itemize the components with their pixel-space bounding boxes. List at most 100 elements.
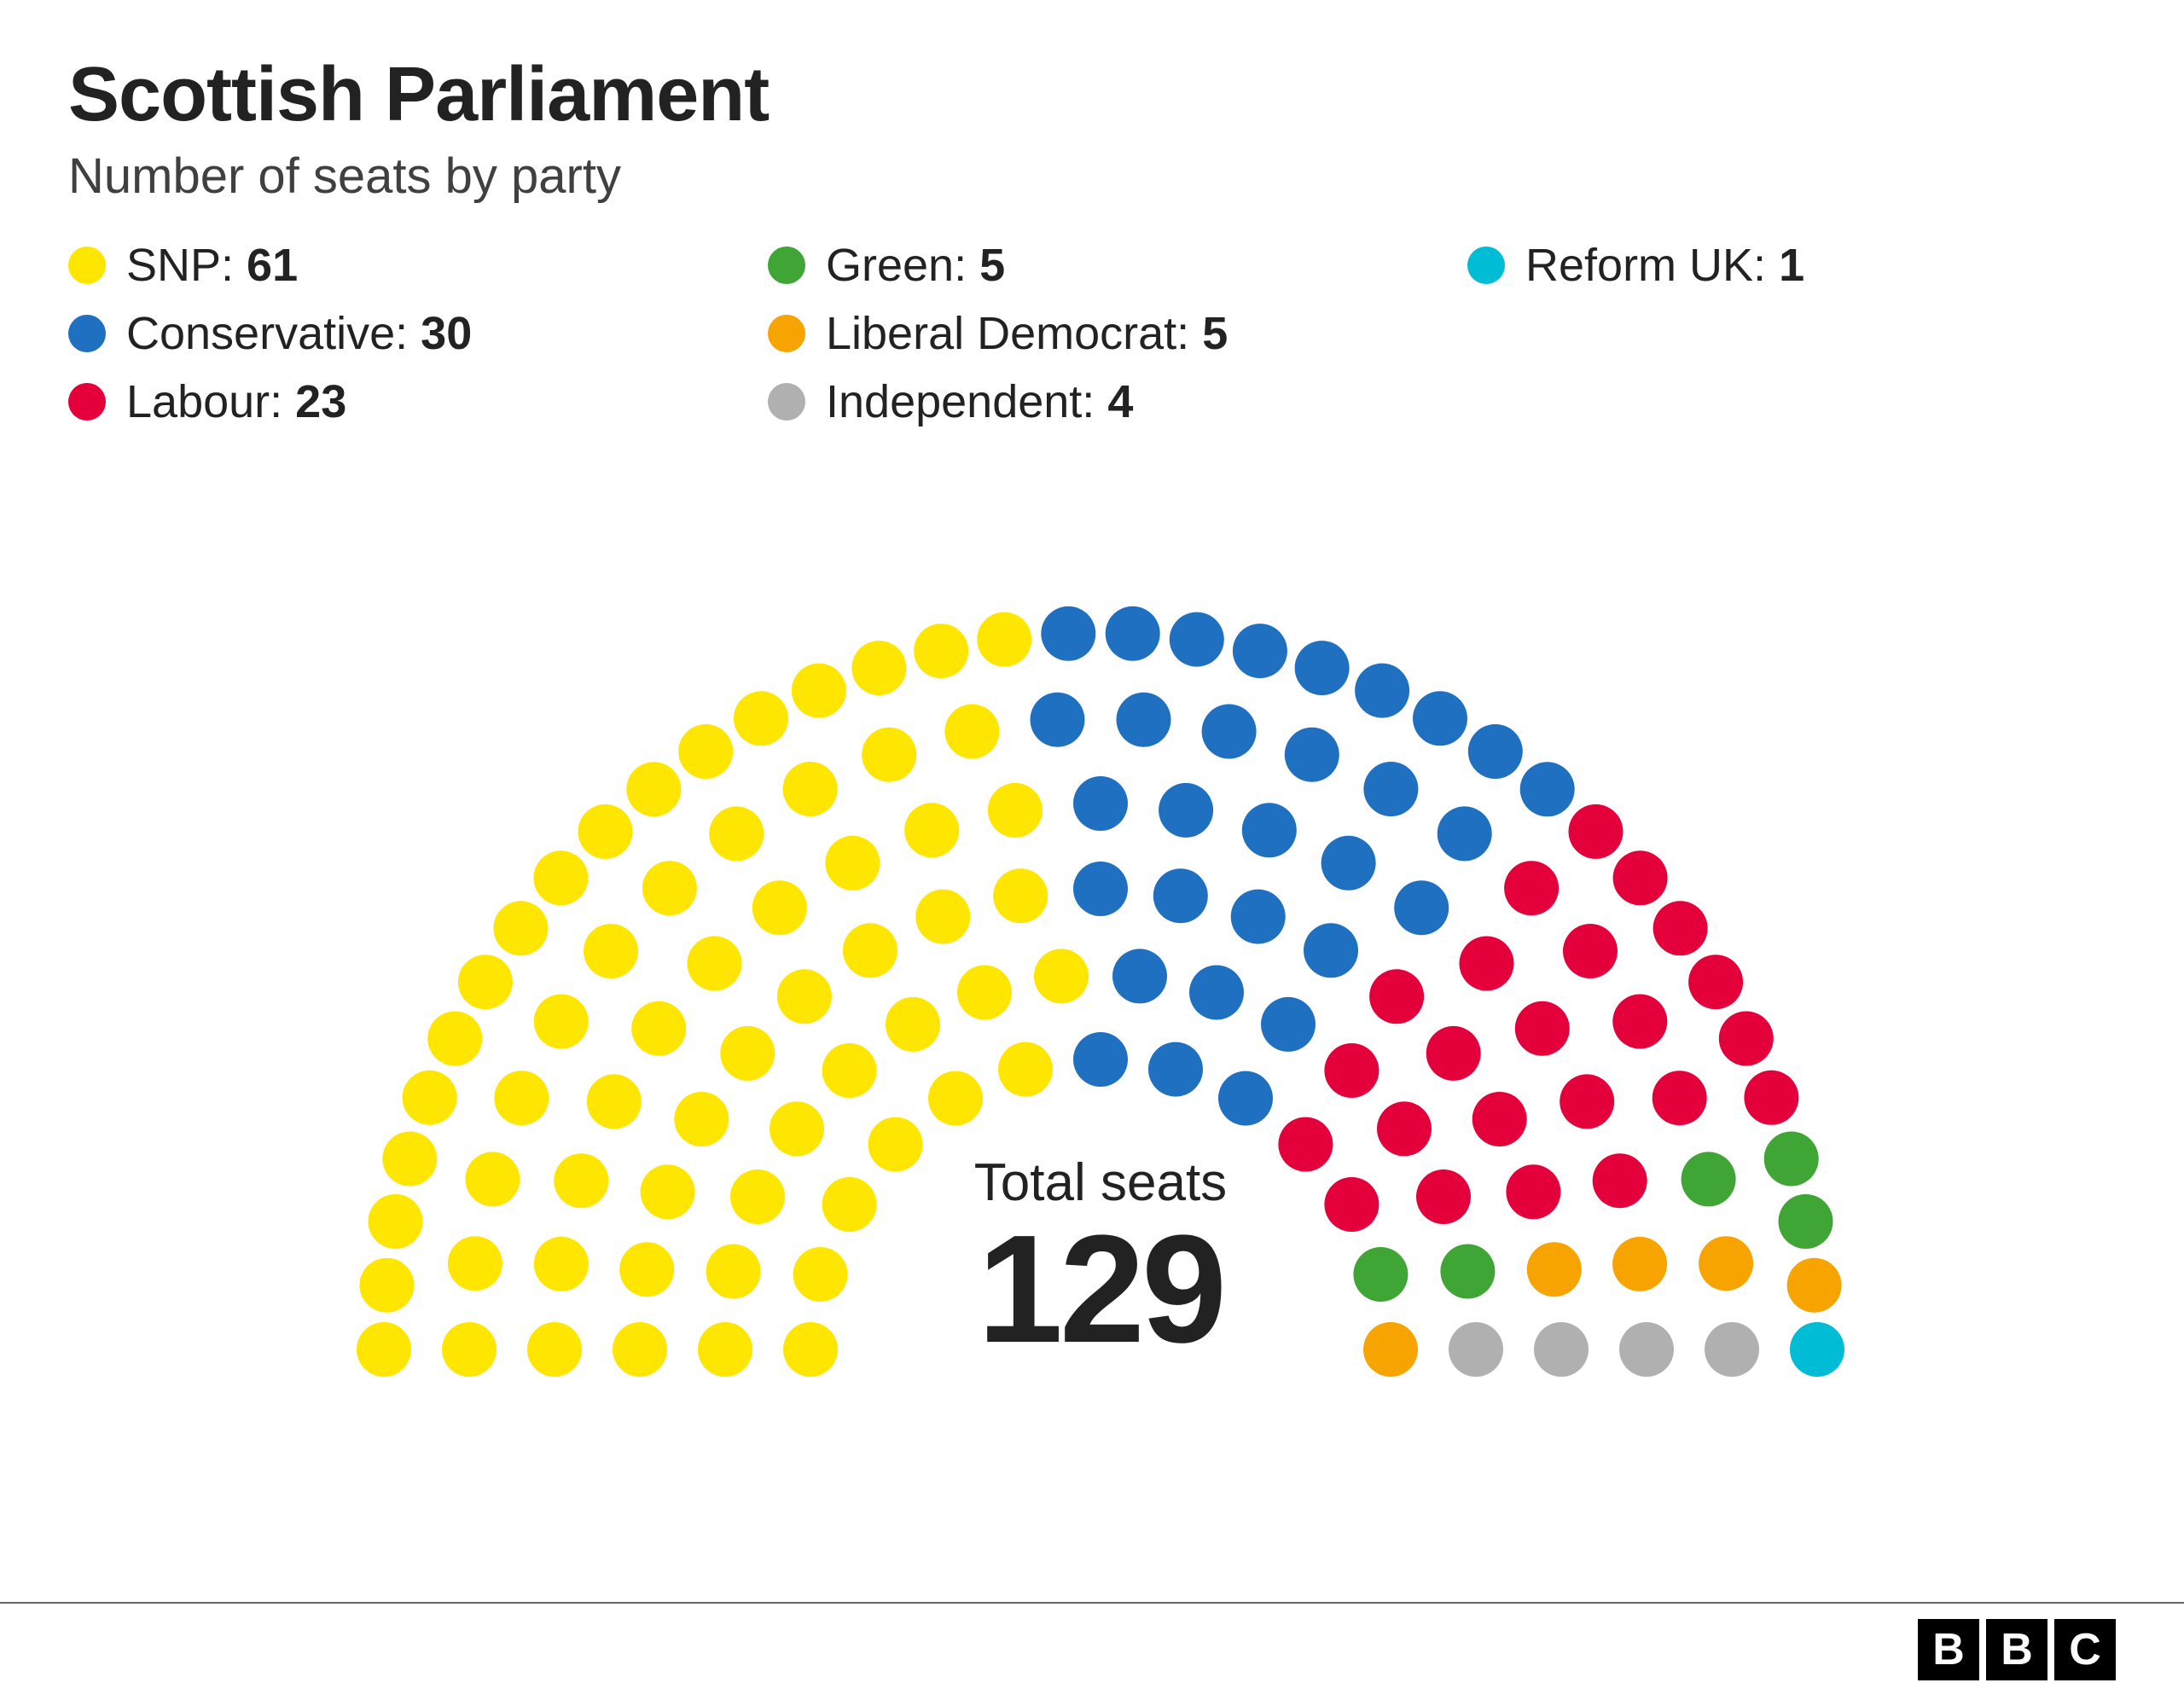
seat-snp	[631, 1001, 686, 1056]
seat-snp	[403, 1071, 457, 1125]
seat-con	[1031, 693, 1085, 747]
seat-lab	[1653, 1071, 1707, 1125]
seat-lab	[1744, 1071, 1798, 1125]
seat-snp	[957, 966, 1012, 1020]
seat-snp	[783, 762, 838, 816]
legend-item-ind: Independent: 4	[768, 375, 1433, 428]
seat-con	[1321, 836, 1376, 891]
seat-snp	[527, 1322, 582, 1377]
seat-snp	[868, 1117, 923, 1172]
seat-con	[1231, 890, 1286, 944]
legend-item-con: Conservative: 30	[68, 307, 734, 360]
seat-con	[1413, 691, 1467, 746]
seat-snp	[783, 1322, 838, 1377]
seat-snp	[843, 923, 897, 978]
seat-snp	[641, 1164, 695, 1219]
chart-title: Scottish Parliament	[68, 51, 2133, 139]
seat-ind	[1534, 1322, 1589, 1377]
legend-label-ld: Liberal Democrat: 5	[826, 307, 1228, 360]
seat-snp	[578, 804, 633, 859]
seat-snp	[465, 1152, 520, 1206]
seat-snp	[914, 624, 968, 678]
seat-snp	[998, 1042, 1053, 1097]
seat-lab	[1515, 1001, 1570, 1056]
seat-snp	[493, 901, 548, 955]
seat-lab	[1504, 861, 1559, 915]
seat-snp	[642, 861, 697, 915]
seat-con	[1148, 1042, 1203, 1097]
seat-snp	[698, 1322, 752, 1377]
legend-swatch-ld	[768, 315, 805, 352]
seat-con	[1041, 606, 1095, 661]
seat-snp	[777, 969, 832, 1024]
seat-lab	[1612, 995, 1667, 1049]
seat-snp	[825, 836, 880, 891]
seat-snp	[688, 937, 742, 991]
seat-snp	[706, 1245, 761, 1299]
seat-snp	[458, 955, 513, 1009]
seat-snp	[584, 924, 638, 978]
hemicycle-chart: Total seats 129	[68, 462, 2133, 1401]
bbc-logo: BBC	[1918, 1619, 2116, 1680]
seat-lab	[1324, 1043, 1379, 1098]
seat-snp	[494, 1071, 549, 1125]
seat-con	[1520, 762, 1575, 816]
seat-snp	[734, 691, 788, 746]
seat-con	[1394, 880, 1449, 935]
seat-snp	[752, 880, 807, 935]
seat-ref	[1790, 1322, 1844, 1377]
seat-con	[1233, 624, 1287, 678]
legend-label-snp: SNP: 61	[126, 239, 298, 292]
legend-item-lab: Labour: 23	[68, 375, 734, 428]
seat-snp	[382, 1132, 437, 1187]
seat-grn	[1764, 1132, 1819, 1187]
legend-swatch-ind	[768, 383, 805, 421]
legend-item-empty	[1467, 375, 2133, 428]
legend-swatch-lab	[68, 383, 106, 421]
seat-con	[1355, 664, 1409, 718]
seat-ld	[1612, 1237, 1667, 1291]
seat-lab	[1324, 1177, 1379, 1232]
seat-con	[1170, 612, 1224, 667]
legend-swatch-ref	[1467, 247, 1505, 284]
seat-snp	[944, 705, 999, 759]
seat-con	[1202, 705, 1257, 759]
seat-snp	[862, 728, 916, 782]
seat-snp	[770, 1101, 824, 1156]
seat-ind	[1619, 1322, 1674, 1377]
seat-lab	[1460, 937, 1514, 991]
seat-con	[1189, 966, 1244, 1020]
seat-snp	[674, 1092, 729, 1146]
bbc-logo-box-2: C	[2054, 1619, 2116, 1680]
seat-con	[1438, 806, 1492, 861]
seat-snp	[427, 1012, 482, 1066]
seat-grn	[1353, 1247, 1408, 1302]
infographic-container: Scottish Parliament Number of seats by p…	[0, 0, 2184, 1706]
seat-lab	[1653, 901, 1708, 955]
seat-snp	[369, 1194, 423, 1249]
seat-snp	[357, 1322, 411, 1377]
seat-grn	[1440, 1245, 1495, 1299]
seat-snp	[442, 1322, 497, 1377]
seat-snp	[534, 995, 589, 1049]
seat-con	[1073, 862, 1128, 916]
seat-lab	[1569, 804, 1623, 859]
seat-snp	[619, 1242, 674, 1297]
seat-ind	[1449, 1322, 1503, 1377]
legend-item-ld: Liberal Democrat: 5	[768, 307, 1433, 360]
seat-ld	[1527, 1242, 1582, 1297]
seat-snp	[730, 1169, 785, 1224]
legend-swatch-con	[68, 315, 106, 352]
footer-divider	[0, 1602, 2184, 1604]
seat-snp	[977, 612, 1031, 667]
seat-con	[1468, 724, 1523, 779]
seat-snp	[613, 1322, 667, 1377]
legend-swatch-grn	[768, 247, 805, 284]
seat-lab	[1377, 1101, 1432, 1156]
seat-snp	[1034, 949, 1089, 1003]
seat-lab	[1278, 1117, 1333, 1172]
seat-snp	[793, 1247, 848, 1302]
seat-lab	[1426, 1026, 1481, 1081]
legend-label-ref: Reform UK: 1	[1525, 239, 1804, 292]
legend-label-ind: Independent: 4	[826, 375, 1133, 428]
